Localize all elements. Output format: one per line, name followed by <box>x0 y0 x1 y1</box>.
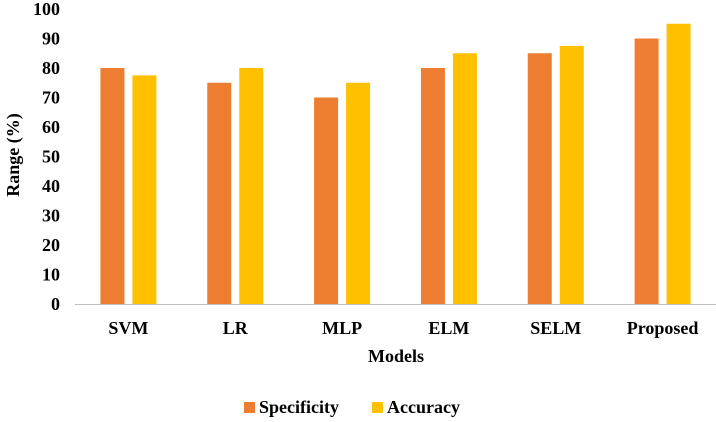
legend-label-specificity: Specificity <box>259 397 339 417</box>
legend-label-accuracy: Accuracy <box>387 397 460 417</box>
y-axis-title: Range (%) <box>3 113 24 197</box>
bar-accuracy-selm <box>559 45 584 304</box>
bars <box>100 23 691 304</box>
x-tick-label: LR <box>223 318 249 338</box>
x-axis-title: Models <box>368 346 424 366</box>
bar-specificity-mlp <box>314 97 339 304</box>
y-tick-label: 10 <box>42 265 60 285</box>
x-tick-label: ELM <box>428 318 469 338</box>
bar-specificity-proposed <box>634 38 659 304</box>
bar-specificity-svm <box>100 68 125 304</box>
y-tick-label: 80 <box>42 58 60 78</box>
y-tick-label: 40 <box>42 176 60 196</box>
x-axis-ticks: SVM LR MLP ELM SELM Proposed <box>108 318 698 338</box>
bar-specificity-elm <box>420 68 445 304</box>
y-axis-ticks: 0 10 20 30 40 50 60 70 80 90 100 <box>33 0 60 314</box>
y-tick-label: 20 <box>42 235 60 255</box>
y-tick-label: 0 <box>51 294 60 314</box>
x-tick-label: MLP <box>322 318 362 338</box>
legend-swatch-specificity <box>244 402 255 413</box>
bar-accuracy-elm <box>452 53 477 304</box>
y-tick-label: 90 <box>42 29 60 49</box>
x-tick-label: Proposed <box>627 318 699 338</box>
bar-accuracy-lr <box>239 68 264 304</box>
x-tick-label: SVM <box>108 318 148 338</box>
y-tick-label: 50 <box>42 147 60 167</box>
legend-swatch-accuracy <box>372 402 383 413</box>
y-tick-label: 30 <box>42 206 60 226</box>
x-tick-label: SELM <box>530 318 581 338</box>
bar-accuracy-mlp <box>346 82 371 304</box>
y-tick-label: 70 <box>42 88 60 108</box>
bar-specificity-selm <box>527 53 552 304</box>
legend: Specificity Accuracy <box>244 397 460 417</box>
bar-accuracy-proposed <box>666 23 691 304</box>
bar-accuracy-svm <box>132 75 157 304</box>
y-tick-label: 60 <box>42 117 60 137</box>
y-tick-label: 100 <box>33 0 60 19</box>
bar-specificity-lr <box>207 82 232 304</box>
